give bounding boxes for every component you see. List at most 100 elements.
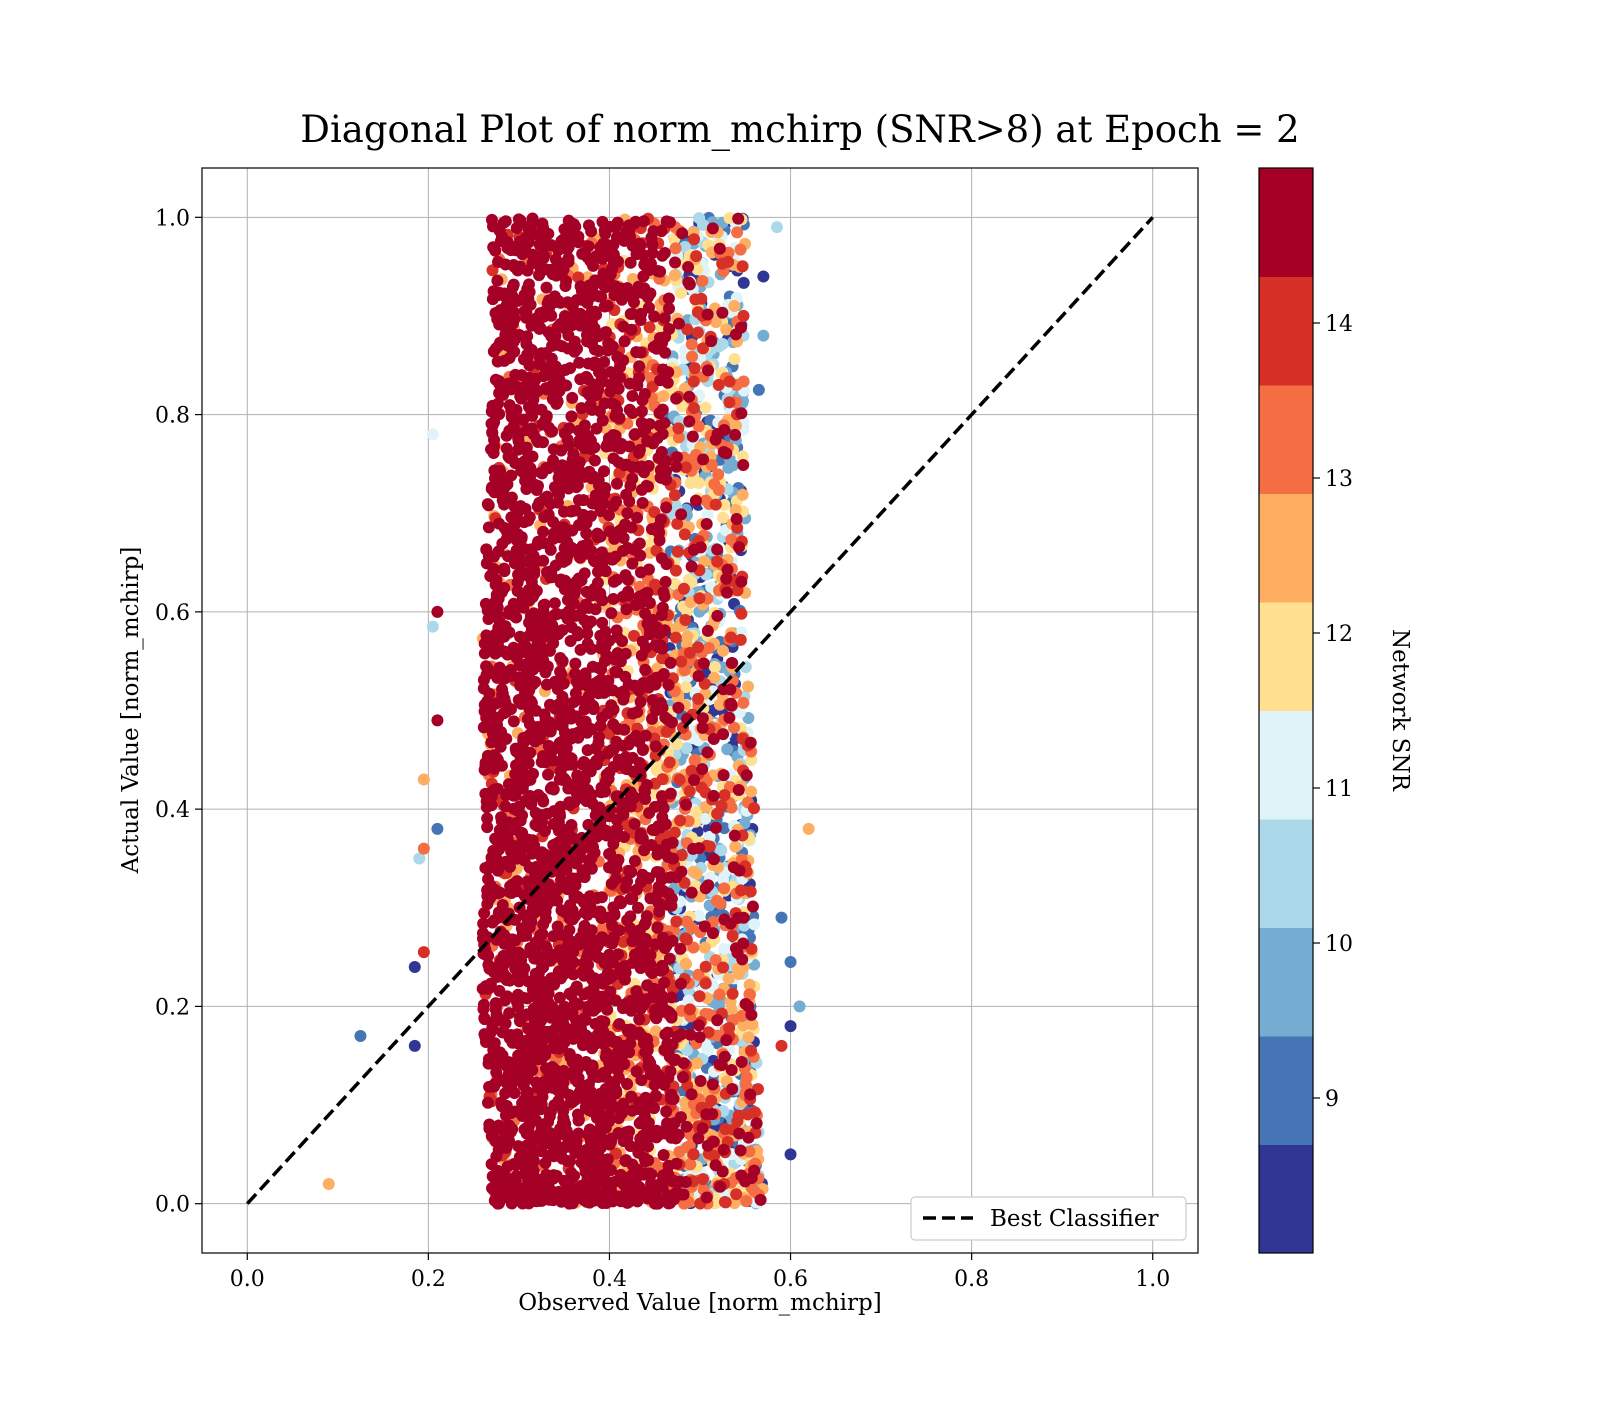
- scatter-point: [561, 759, 573, 771]
- scatter-point: [624, 231, 636, 243]
- scatter-point: [562, 329, 574, 341]
- scatter-point: [702, 879, 714, 891]
- scatter-point: [753, 384, 765, 396]
- scatter-point: [565, 232, 577, 244]
- scatter-point: [635, 696, 647, 708]
- scatter-point: [680, 799, 692, 811]
- scatter-point: [638, 844, 650, 856]
- scatter-point: [583, 240, 595, 252]
- scatter-point: [585, 443, 597, 455]
- scatter-point: [679, 528, 691, 540]
- scatter-point: [735, 608, 747, 620]
- scatter-point: [488, 749, 500, 761]
- scatter-point: [707, 1078, 719, 1090]
- scatter-point: [666, 1089, 678, 1101]
- scatter-point: [737, 260, 749, 272]
- scatter-point: [494, 887, 506, 899]
- scatter-point: [745, 885, 757, 897]
- scatter-point: [743, 1132, 755, 1144]
- scatter-point: [479, 862, 491, 874]
- scatter-point: [517, 734, 529, 746]
- scatter-point: [512, 295, 524, 307]
- scatter-point: [568, 985, 580, 997]
- scatter-point: [692, 693, 704, 705]
- scatter-point: [557, 968, 569, 980]
- scatter-point: [586, 282, 598, 294]
- scatter-point: [678, 1057, 690, 1069]
- scatter-point: [431, 823, 443, 835]
- scatter-point: [785, 1148, 797, 1160]
- scatter-point: [711, 610, 723, 622]
- scatter-point: [730, 942, 742, 954]
- scatter-point: [536, 218, 548, 230]
- scatter-point: [696, 763, 708, 775]
- scatter-point: [699, 942, 711, 954]
- scatter-point: [771, 221, 783, 233]
- scatter-point: [620, 603, 632, 615]
- scatter-point: [785, 1020, 797, 1032]
- scatter-point: [607, 593, 619, 605]
- scatter-point: [664, 216, 676, 228]
- scatter-point: [544, 699, 556, 711]
- scatter-point: [613, 924, 625, 936]
- scatter-point: [493, 375, 505, 387]
- scatter-point: [593, 662, 605, 674]
- scatter-point: [626, 473, 638, 485]
- scatter-point: [540, 413, 552, 425]
- scatter-point: [566, 392, 578, 404]
- scatter-point: [588, 1168, 600, 1180]
- scatter-point: [611, 666, 623, 678]
- scatter-point: [548, 818, 560, 830]
- scatter-point: [482, 950, 494, 962]
- scatter-point: [561, 433, 573, 445]
- scatter-point: [577, 494, 589, 506]
- scatter-point: [512, 550, 524, 562]
- scatter-point: [707, 222, 719, 234]
- scatter-point: [683, 415, 695, 427]
- scatter-point: [733, 784, 745, 796]
- scatter-point: [525, 229, 537, 241]
- scatter-point: [669, 1117, 681, 1129]
- scatter-point: [504, 452, 516, 464]
- scatter-point: [745, 786, 757, 798]
- scatter-point: [721, 743, 733, 755]
- scatter-point: [586, 1042, 598, 1054]
- scatter-point: [721, 564, 733, 576]
- scatter-point: [724, 376, 736, 388]
- scatter-point: [659, 247, 671, 259]
- scatter-point: [565, 1167, 577, 1179]
- scatter-point: [733, 1110, 745, 1122]
- scatter-point: [620, 1154, 632, 1166]
- scatter-point: [718, 1144, 730, 1156]
- scatter-point: [540, 282, 552, 294]
- scatter-point: [717, 962, 729, 974]
- scatter-point: [552, 485, 564, 497]
- scatter-point: [409, 1040, 421, 1052]
- scatter-point: [584, 322, 596, 334]
- scatter-point: [614, 356, 626, 368]
- scatter-point: [674, 774, 686, 786]
- scatter-point: [711, 544, 723, 556]
- scatter-point: [726, 657, 738, 669]
- scatter-point: [600, 565, 612, 577]
- scatter-point: [660, 576, 672, 588]
- scatter-point: [552, 1095, 564, 1107]
- scatter-point: [652, 1198, 664, 1210]
- scatter-point: [516, 531, 528, 543]
- scatter-point: [720, 447, 732, 459]
- scatter-point: [546, 1061, 558, 1073]
- scatter-point: [735, 1170, 747, 1182]
- scatter-point: [713, 379, 725, 391]
- scatter-point: [678, 583, 690, 595]
- scatter-point: [714, 1181, 726, 1193]
- scatter-point: [517, 591, 529, 603]
- scatter-point: [505, 703, 517, 715]
- scatter-point: [701, 1192, 713, 1204]
- scatter-point: [669, 269, 681, 281]
- scatter-point: [548, 783, 560, 795]
- scatter-point: [695, 293, 707, 305]
- scatter-point: [510, 404, 522, 416]
- scatter-point: [708, 853, 720, 865]
- scatter-point: [529, 986, 541, 998]
- scatter-point: [499, 522, 511, 534]
